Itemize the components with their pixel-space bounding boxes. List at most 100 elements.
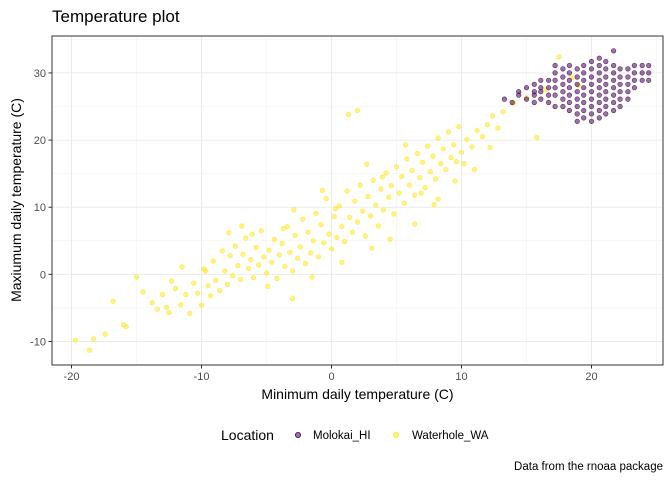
data-point	[110, 298, 116, 304]
data-point	[399, 173, 405, 179]
data-point	[617, 66, 623, 72]
data-point	[443, 167, 449, 173]
data-point	[545, 99, 552, 106]
data-point	[367, 213, 374, 219]
data-point	[393, 164, 400, 170]
data-point	[617, 74, 623, 80]
legend-label-waterhole: Waterhole_WA	[412, 430, 489, 442]
plot-panel	[52, 36, 663, 365]
data-point	[191, 280, 197, 286]
data-point	[448, 154, 454, 161]
data-point	[380, 207, 387, 213]
data-point	[610, 77, 617, 83]
data-point	[425, 143, 431, 149]
legend-key-molokai	[294, 431, 301, 438]
data-point	[166, 310, 172, 316]
data-point	[256, 262, 262, 268]
data-point	[603, 58, 609, 65]
data-point	[456, 123, 462, 130]
grid-lines	[52, 36, 663, 365]
data-point	[230, 273, 236, 279]
x-tick-label: -20	[64, 371, 80, 383]
data-point	[404, 156, 410, 162]
data-point	[227, 253, 233, 259]
data-point	[183, 291, 189, 298]
data-point	[401, 200, 407, 206]
data-point	[487, 144, 493, 151]
data-point	[617, 81, 623, 87]
data-point	[516, 92, 522, 98]
data-point	[453, 159, 459, 165]
data-point	[474, 128, 480, 134]
data-point	[154, 306, 160, 312]
data-point	[365, 193, 371, 200]
legend-key-waterhole	[392, 431, 399, 438]
data-point	[610, 99, 617, 106]
data-point	[596, 107, 602, 114]
data-point	[545, 92, 552, 98]
data-point	[631, 70, 638, 76]
data-point	[120, 322, 127, 328]
y-axis-title: Maxiumum daily temperature (C)	[8, 98, 24, 302]
data-point	[386, 194, 392, 200]
data-point	[610, 62, 617, 69]
data-point	[169, 278, 175, 284]
data-point	[552, 62, 558, 69]
data-point	[282, 263, 288, 269]
data-point	[418, 190, 424, 196]
data-point	[250, 275, 257, 281]
data-point	[239, 223, 245, 229]
data-point	[291, 207, 297, 213]
data-point	[639, 70, 645, 76]
data-point	[349, 229, 355, 235]
data-point	[566, 70, 573, 76]
data-point	[560, 103, 566, 110]
data-point	[440, 146, 446, 152]
data-point	[178, 302, 184, 308]
data-point	[159, 291, 166, 298]
data-point	[458, 149, 465, 155]
data-point	[625, 81, 631, 87]
data-point	[305, 229, 311, 235]
data-point	[344, 188, 350, 194]
data-point	[339, 259, 345, 265]
data-point	[596, 92, 602, 98]
data-point	[610, 107, 617, 114]
data-point	[222, 268, 228, 274]
data-point	[574, 96, 580, 102]
data-point	[87, 347, 93, 353]
data-point	[560, 66, 566, 72]
data-point	[538, 96, 544, 102]
data-point	[631, 77, 638, 83]
data-point	[302, 261, 309, 267]
data-point	[625, 89, 631, 95]
data-point	[345, 111, 352, 118]
data-point	[574, 66, 580, 72]
data-point	[391, 211, 397, 217]
data-point	[646, 77, 652, 83]
data-point	[574, 103, 580, 110]
data-point	[531, 89, 537, 95]
data-point	[538, 89, 544, 95]
data-point	[566, 77, 573, 83]
data-point	[274, 275, 280, 282]
data-point	[596, 77, 602, 83]
data-point	[574, 74, 580, 80]
data-point	[566, 107, 573, 114]
data-point	[556, 54, 562, 60]
y-tick-label: 10	[34, 202, 46, 214]
data-point	[603, 74, 609, 80]
data-point	[581, 99, 587, 106]
data-point	[552, 77, 558, 83]
plot-title: Temperature plot	[52, 7, 180, 26]
data-point	[560, 89, 566, 95]
data-point	[588, 111, 595, 117]
data-point	[248, 257, 254, 263]
data-point	[318, 222, 324, 228]
data-point	[610, 85, 617, 91]
data-point	[631, 85, 638, 91]
data-point	[430, 153, 436, 159]
data-point	[560, 81, 566, 87]
data-point	[308, 250, 314, 256]
data-point	[469, 144, 475, 150]
